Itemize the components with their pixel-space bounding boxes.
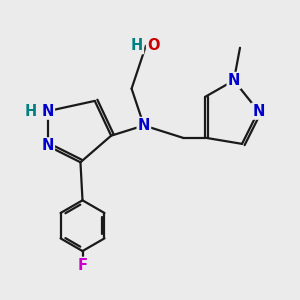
Text: H: H (24, 103, 37, 118)
Text: N: N (138, 118, 150, 133)
Text: O: O (147, 38, 160, 53)
Text: N: N (252, 103, 265, 118)
Text: N: N (228, 73, 240, 88)
Text: N: N (41, 103, 54, 118)
Text: H: H (131, 38, 143, 53)
Text: F: F (77, 258, 88, 273)
Text: N: N (41, 138, 54, 153)
